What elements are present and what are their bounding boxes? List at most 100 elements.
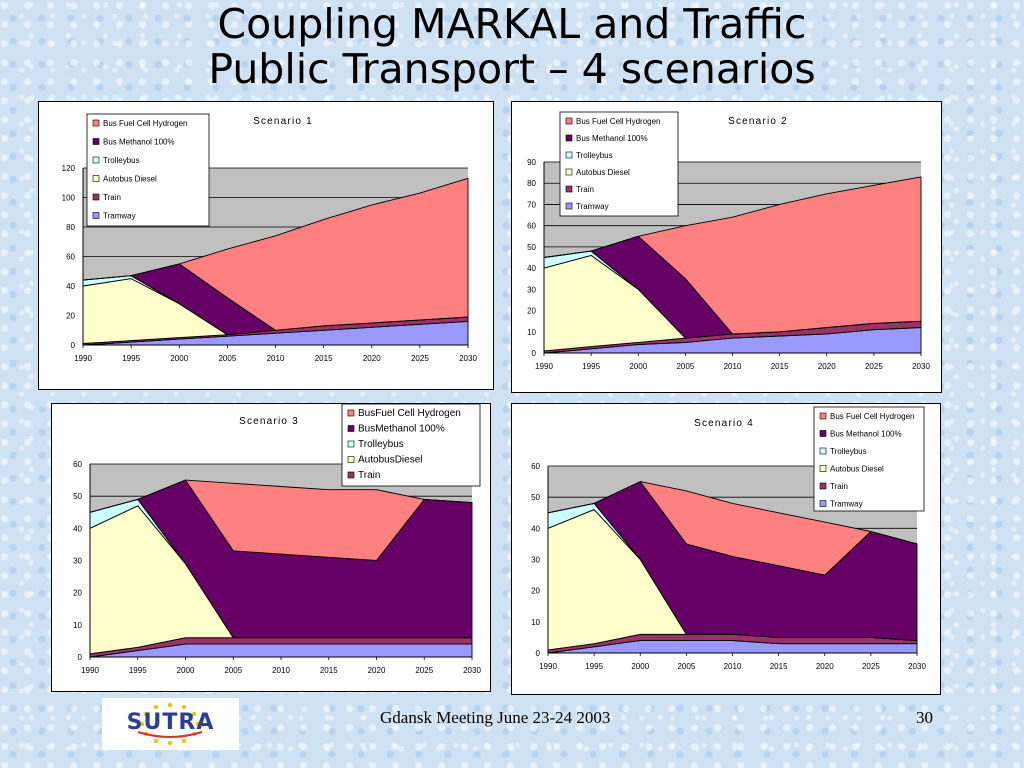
x-tick-label-2005: 2005 — [676, 362, 694, 371]
y-tick-label-60: 60 — [527, 222, 536, 231]
x-tick-label-1995: 1995 — [122, 354, 140, 363]
chart-title: Scenario 4 — [694, 418, 754, 429]
x-tick-label-2005: 2005 — [218, 354, 236, 363]
y-tick-label-40: 40 — [66, 282, 75, 291]
legend-label-autobus-diesel: Autobus Diesel — [103, 175, 157, 184]
y-tick-label-60: 60 — [73, 460, 82, 469]
legend-box — [559, 111, 679, 217]
legend-label-train: Train — [576, 185, 594, 194]
chart-svg-scenario-1: 0 20 40 60 80 100 120 1990 1995 2000 2005 2010 2015 2… — [62, 113, 477, 363]
legend-swatch-train — [92, 193, 100, 201]
y-tick-label-40: 40 — [527, 264, 536, 273]
legend-label-bus-methanol-100: Bus Methanol 100% — [103, 138, 175, 147]
legend-box — [341, 404, 481, 487]
legend-swatch-bus-methanol-100 — [565, 134, 573, 142]
legend-swatch-trolleybus — [565, 151, 573, 159]
legend-swatch-autobusdiesel — [347, 456, 355, 463]
x-tick-label-2000: 2000 — [177, 666, 195, 675]
legend-label-bus-methanol-100: Bus Methanol 100% — [830, 430, 902, 439]
x-tick-label-2005: 2005 — [224, 666, 242, 675]
title-line-1: Coupling MARKAL and Traffic — [217, 0, 807, 48]
y-tick-label-20: 20 — [66, 312, 75, 321]
y-tick-label-100: 100 — [62, 194, 76, 203]
x-tick-label-2025: 2025 — [865, 362, 883, 371]
y-tick-label-50: 50 — [531, 493, 540, 502]
y-tick-label-120: 120 — [62, 164, 76, 173]
legend-swatch-bus-fuel-cell-hydrogen — [565, 117, 573, 125]
x-tick-label-2015: 2015 — [770, 662, 788, 671]
chart-title: Scenario 1 — [253, 116, 313, 127]
legend-label-tramway: Tramway — [830, 500, 863, 509]
y-tick-label-50: 50 — [73, 492, 82, 501]
legend-box — [86, 113, 210, 227]
legend-swatch-train — [347, 471, 355, 479]
x-tick-label-1995: 1995 — [129, 666, 147, 675]
y-tick-label-0: 0 — [532, 349, 537, 358]
y-tick-label-0: 0 — [536, 649, 541, 658]
legend-label-autobus-diesel: Autobus Diesel — [830, 465, 884, 474]
legend-label-tramway: Tramway — [576, 202, 609, 211]
legend-swatch-autobus-diesel — [565, 168, 573, 176]
y-tick-label-80: 80 — [527, 179, 536, 188]
x-tick-label-1995: 1995 — [582, 362, 600, 371]
y-tick-label-0: 0 — [78, 653, 83, 662]
y-tick-label-0: 0 — [71, 341, 76, 350]
y-tick-label-50: 50 — [527, 243, 536, 252]
legend-swatch-tramway — [92, 212, 100, 219]
legend-swatch-trolleybus — [92, 156, 100, 164]
legend-swatch-tramway — [565, 202, 573, 210]
y-tick-label-20: 20 — [527, 307, 536, 316]
legend-swatch-autobus-diesel — [92, 175, 100, 182]
legend-label-autobus-diesel: Autobus Diesel — [576, 168, 630, 177]
area-bus-fuel-cell-hydrogen — [547, 481, 918, 576]
y-tick-label-10: 10 — [73, 621, 82, 630]
legend-swatch-train — [819, 482, 827, 490]
x-tick-label-2010: 2010 — [267, 354, 285, 363]
legend-label-trolleybus: Trolleybus — [103, 156, 140, 165]
y-tick-label-70: 70 — [527, 200, 536, 209]
y-tick-label-60: 60 — [531, 462, 540, 471]
logo-text: SUTRA — [126, 710, 215, 735]
legend-label-bus-fuel-cell-hydrogen: Bus Fuel Cell Hydrogen — [103, 119, 187, 128]
y-tick-label-20: 20 — [531, 587, 540, 596]
legend: Bus Fuel Cell Hydrogen Bus Methanol 100% T… — [559, 111, 679, 217]
page-number: 30 — [916, 708, 933, 727]
x-tick-label-1990: 1990 — [81, 666, 99, 675]
legend-label-bus-methanol-100: Bus Methanol 100% — [576, 134, 648, 143]
legend-label-trolleybus: Trolleybus — [576, 151, 613, 160]
x-tick-label-1990: 1990 — [535, 362, 553, 371]
x-tick-label-2015: 2015 — [320, 666, 338, 675]
x-tick-label-2000: 2000 — [629, 362, 647, 371]
legend-swatch-trolleybus — [347, 440, 355, 448]
x-tick-label-2025: 2025 — [415, 666, 433, 675]
legend: Bus Fuel Cell Hydrogen Bus Methanol 100% T… — [86, 113, 210, 227]
chart-title: Scenario 2 — [728, 116, 788, 127]
y-tick-label-60: 60 — [66, 253, 75, 262]
title-line-2: Public Transport – 4 scenarios — [208, 45, 816, 93]
x-tick-label-1990: 1990 — [539, 662, 557, 671]
legend-swatch-autobus-diesel — [819, 465, 827, 472]
y-tick-label-90: 90 — [527, 158, 536, 167]
legend-swatch-tramway — [819, 500, 827, 507]
chart-scenario-1: 0 20 40 60 80 100 120 1990 1995 2000 2005 2010 2015 2… — [38, 101, 494, 390]
y-tick-label-30: 30 — [527, 285, 536, 294]
y-tick-label-80: 80 — [66, 223, 75, 232]
x-tick-label-2005: 2005 — [677, 662, 695, 671]
area-bus-fuel-cell-hydrogen — [543, 176, 922, 335]
y-tick-label-10: 10 — [531, 618, 540, 627]
x-tick-label-2020: 2020 — [816, 662, 834, 671]
legend: BusFuel Cell Hydrogen BusMethanol 100% Tro… — [341, 404, 481, 487]
legend-swatch-bus-methanol-100 — [819, 430, 827, 437]
legend-label-bus-fuel-cell-hydrogen: Bus Fuel Cell Hydrogen — [576, 117, 660, 126]
area-bus-fuel-cell-hydrogen — [89, 479, 473, 561]
chart-scenario-2: 0 10 20 30 40 50 60 70 80 90 1990 1995 2000 2005 2010 2… — [511, 101, 942, 393]
legend-label-train: Train — [830, 482, 848, 491]
x-tick-label-2020: 2020 — [368, 666, 386, 675]
legend-swatch-busmethanol-100 — [347, 425, 355, 432]
x-tick-label-2020: 2020 — [363, 354, 381, 363]
legend-label-train: Train — [103, 193, 121, 202]
eu-stars-icon — [137, 702, 203, 746]
x-tick-label-2030: 2030 — [912, 362, 930, 371]
